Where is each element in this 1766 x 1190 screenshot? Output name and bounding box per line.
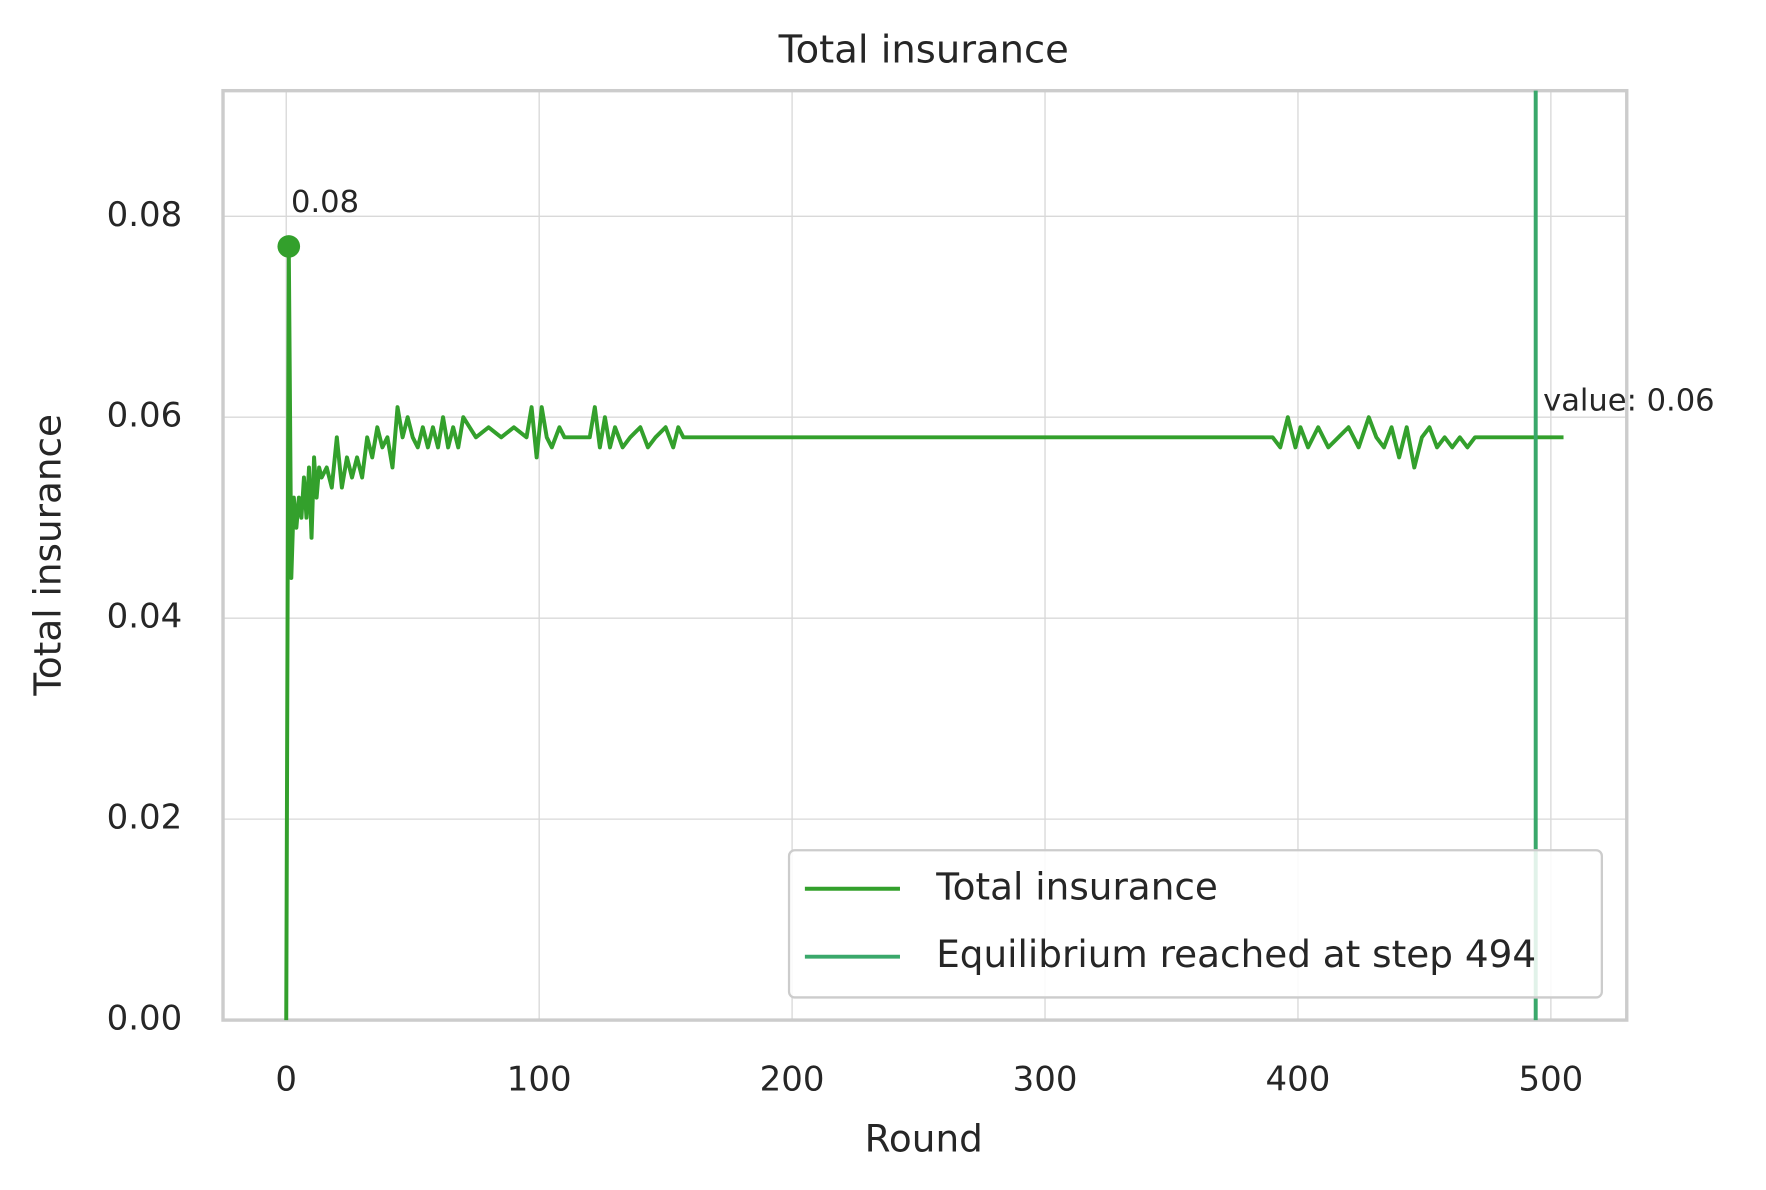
y-tick-label: 0.04 [107,597,183,637]
y-axis-label: Total insurance [25,414,69,697]
y-tick-label: 0.02 [107,798,183,838]
annotation: 0.08 [291,185,359,220]
x-tick-label: 500 [1518,1060,1583,1100]
data-line [284,244,1564,1021]
x-tick-label: 200 [760,1060,825,1100]
y-tick-label: 0.00 [107,999,183,1039]
x-tick-label: 0 [275,1060,297,1100]
legend-label: Equilibrium reached at step 494 [936,932,1536,976]
x-tick-label: 100 [507,1060,572,1100]
legend-label: Total insurance [935,864,1218,908]
y-tick-label: 0.06 [107,396,183,436]
legend-box [787,849,1603,999]
max-marker [277,235,301,258]
x-tick-label: 300 [1013,1060,1078,1100]
plot-frame [221,88,1629,1022]
chart-title: Total insurance [778,28,1069,73]
y-tick-label: 0.08 [107,195,183,235]
x-axis-label: Round [865,1117,983,1161]
x-tick-label: 400 [1266,1060,1331,1100]
annotation: value: 0.06 [1543,384,1714,419]
